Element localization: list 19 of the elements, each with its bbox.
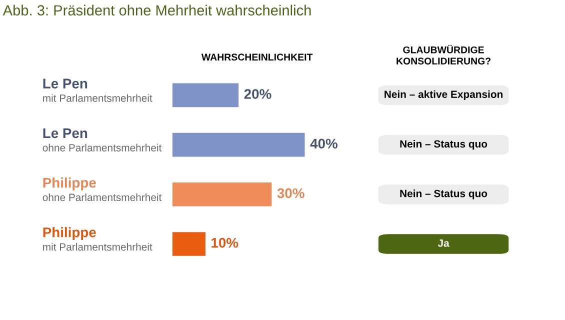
y-tick-label: Le Pen mit Parlamentsmehrheit bbox=[43, 78, 152, 102]
chart-title: Abb. 3: Präsident ohne Mehrheit wahrscheinlich bbox=[2, 4, 311, 16]
text: GLAUBWÜRDIGE KONSOLIDIERUNG? bbox=[396, 44, 490, 65]
bar bbox=[172, 132, 305, 157]
bar bbox=[172, 232, 206, 256]
data-label: 40% bbox=[310, 138, 338, 149]
category-label: Nein – aktive Expansion bbox=[384, 90, 503, 100]
y-tick-label: Le Pen ohne Parlamentsmehrheit bbox=[42, 128, 162, 152]
data-label: 30% bbox=[277, 188, 304, 198]
data-label: 10% bbox=[212, 238, 238, 248]
category-label: Nein – Status quo bbox=[400, 190, 488, 200]
x-axis-title: WAHRSCHEINLICHKEIT bbox=[201, 54, 313, 61]
category-label: Ja bbox=[438, 240, 450, 247]
y-tick-label: Philippe mit Parlamentsmehrheit bbox=[43, 227, 152, 251]
data-label: 20% bbox=[244, 89, 272, 99]
category-label: Nein – Status quo bbox=[400, 140, 488, 150]
bar bbox=[172, 83, 239, 108]
bar bbox=[172, 182, 272, 206]
y-tick-label: Philippe ohne Parlamentsmehrheit bbox=[42, 177, 162, 202]
